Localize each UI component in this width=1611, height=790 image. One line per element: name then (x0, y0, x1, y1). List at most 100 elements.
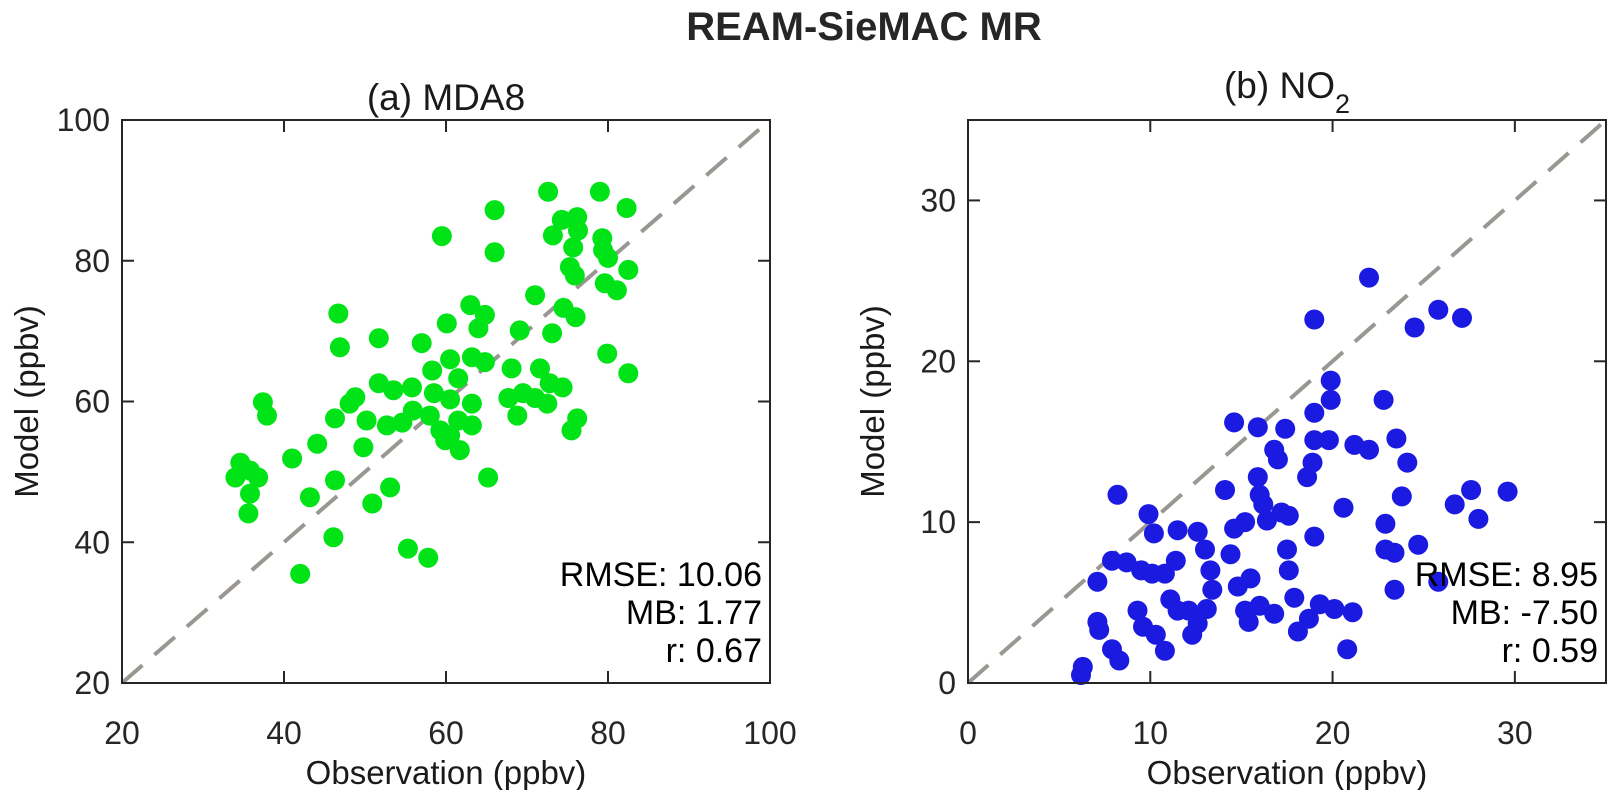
data-point (1224, 412, 1245, 433)
data-point (1320, 370, 1341, 391)
data-point (240, 483, 260, 504)
data-point (402, 377, 422, 398)
data-point (1071, 665, 1091, 685)
data-point (1267, 449, 1288, 470)
data-point (563, 237, 584, 258)
data-point (1337, 639, 1358, 660)
data-point (597, 343, 618, 364)
data-point (1375, 513, 1396, 534)
figure-title: REAM-SieMAC MR (686, 5, 1042, 49)
data-point (551, 209, 572, 230)
data-point (1320, 389, 1341, 410)
data-point (1195, 539, 1215, 560)
data-point (1238, 611, 1259, 632)
data-point (606, 280, 627, 301)
data-point (537, 393, 558, 414)
data-point (1359, 439, 1379, 460)
panel-a: 20 40 60 80 100 20 40 60 80 100 Observation (ppbv)… (8, 77, 797, 790)
data-point (1196, 599, 1217, 619)
data-point (1167, 520, 1188, 541)
panel-title: (b) NO2 (1224, 65, 1350, 119)
data-point (498, 388, 519, 408)
x-tick-label: 80 (590, 715, 626, 751)
data-point (525, 285, 546, 306)
y-tick-label: 30 (920, 182, 956, 218)
data-point (238, 503, 259, 524)
data-point (461, 415, 482, 436)
data-point (1187, 521, 1208, 542)
data-point (225, 467, 246, 488)
data-point (282, 448, 303, 469)
data-point (1287, 621, 1308, 642)
data-point (509, 320, 530, 341)
data-point (1127, 600, 1148, 621)
data-point (484, 242, 505, 263)
data-point (356, 410, 377, 431)
data-point (1497, 481, 1518, 502)
data-point (1404, 317, 1425, 338)
data-point (1200, 560, 1221, 581)
identity-line (120, 118, 772, 685)
data-point (1373, 389, 1394, 410)
data-point (380, 477, 401, 498)
data-point (257, 405, 277, 426)
x-tick-label: 10 (1132, 715, 1168, 751)
data-point (564, 265, 585, 286)
data-point (598, 247, 618, 268)
data-point (618, 363, 639, 384)
y-axis-label: Model (ppbv) (8, 305, 45, 498)
y-axis-label: Model (ppbv) (854, 305, 891, 498)
data-point (589, 181, 610, 202)
data-point (1408, 534, 1429, 555)
data-point (418, 547, 439, 568)
x-axis-label: Observation (ppbv) (306, 754, 587, 790)
data-point (423, 383, 444, 404)
data-point (411, 333, 432, 354)
data-point (1444, 494, 1465, 515)
data-point (538, 181, 559, 202)
data-point (1165, 550, 1186, 571)
data-point (422, 360, 443, 381)
data-point (1468, 508, 1489, 529)
data-point (339, 393, 360, 414)
data-point (1154, 640, 1175, 661)
data-point (542, 323, 563, 344)
data-point (616, 198, 637, 218)
y-tick-label: 60 (74, 384, 110, 420)
data-point (1359, 267, 1379, 288)
data-point (1109, 650, 1130, 671)
data-point (1384, 542, 1405, 563)
data-point (1304, 402, 1325, 423)
data-point (325, 470, 345, 491)
data-point (1107, 484, 1128, 505)
data-point (468, 318, 489, 339)
data-point (402, 400, 423, 421)
data-point (1138, 504, 1159, 525)
data-point (1452, 307, 1472, 328)
data-point (1384, 579, 1405, 600)
y-tick-label: 80 (74, 243, 110, 279)
data-point (1102, 550, 1122, 571)
y-tick-label: 0 (938, 665, 956, 701)
y-tick-label: 100 (57, 102, 110, 138)
data-point (440, 425, 461, 446)
x-tick-label: 30 (1497, 715, 1533, 751)
data-point (1220, 544, 1241, 565)
data-point (440, 389, 461, 410)
data-point (353, 437, 374, 458)
data-point (1275, 418, 1296, 439)
data-point (1278, 560, 1299, 581)
data-point (474, 352, 495, 373)
data-point (1256, 510, 1277, 531)
x-tick-label: 100 (743, 715, 796, 751)
data-point (1318, 430, 1339, 451)
data-point (323, 527, 344, 548)
data-point (1324, 599, 1345, 619)
data-point (1235, 512, 1256, 533)
data-point (1202, 579, 1223, 600)
data-point (1116, 552, 1137, 573)
data-point (325, 408, 345, 429)
data-point (436, 313, 457, 334)
x-tick-label: 20 (104, 715, 140, 751)
